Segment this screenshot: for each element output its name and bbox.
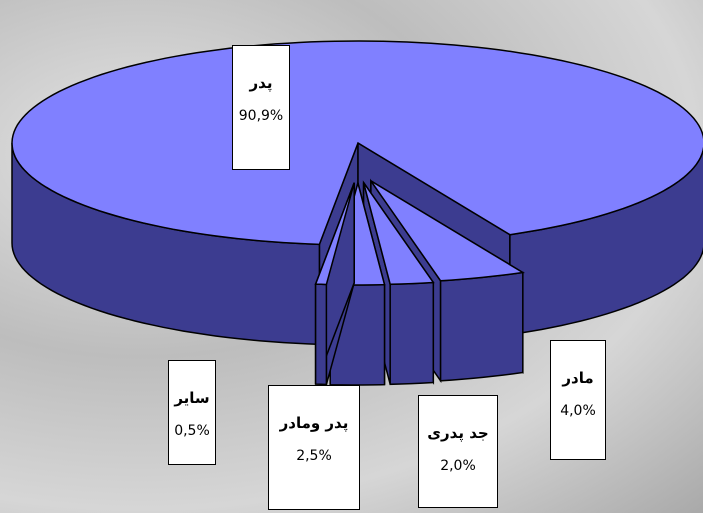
- label-name: پدر: [249, 74, 273, 92]
- label-name: پدر ومادر: [279, 414, 349, 432]
- label-value: 90,9%: [238, 108, 284, 124]
- slice: [370, 180, 525, 282]
- label-value: 0,5%: [174, 423, 210, 439]
- label-value: 2,5%: [296, 448, 332, 464]
- label-name: مادر: [562, 369, 594, 387]
- label-name: سایر: [174, 389, 210, 407]
- label-value: 4,0%: [560, 403, 596, 419]
- data-label: پدر 90,9%: [232, 45, 290, 170]
- data-label: پدر ومادر 2,5%: [268, 385, 360, 510]
- label-value: 2,0%: [440, 458, 476, 474]
- data-label: جد پدری 2,0%: [418, 395, 498, 508]
- slice-side: [314, 283, 328, 386]
- slice: [362, 182, 435, 286]
- label-name: جد پدری: [427, 424, 489, 442]
- slice: [314, 182, 355, 286]
- data-label: سایر 0,5%: [168, 360, 216, 465]
- slice: [11, 40, 703, 246]
- slice-side: [389, 281, 435, 386]
- slice-side: [439, 271, 524, 382]
- data-label: مادر 4,0%: [550, 340, 606, 460]
